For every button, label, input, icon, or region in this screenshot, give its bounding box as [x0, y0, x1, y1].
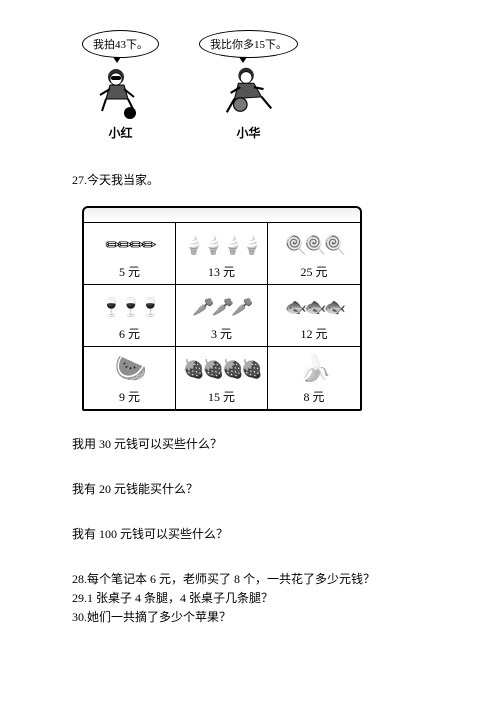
shop-cell: 🍉 9 元 [84, 347, 176, 409]
item-icon: 🍷🍷🍷 [100, 288, 158, 325]
shop-cell: 🐟🐟🐟 12 元 [268, 285, 360, 347]
shop-cell: 🍦🍦🍦🍦 13 元 [176, 223, 268, 285]
person-right: 我比你多15下。 小华 [199, 30, 298, 141]
person-left: 我拍43下。 小红 [82, 30, 159, 141]
item-icon: 🍉 [115, 350, 144, 388]
item-price: 25 元 [300, 263, 327, 280]
child-figure-left [91, 62, 151, 122]
item-price: 15 元 [208, 388, 235, 405]
item-price: 13 元 [208, 263, 235, 280]
question-30: 30.她们一共摘了多少个苹果？ [72, 608, 428, 627]
child-figure-right [219, 62, 279, 122]
item-price: 3 元 [211, 325, 232, 342]
item-price: 5 元 [119, 263, 140, 280]
shop-cell: 🍭🍭🍭 25 元 [268, 223, 360, 285]
shop-cell: 🍌 8 元 [268, 347, 360, 409]
item-icon: 🍭🍭🍭 [285, 226, 343, 263]
sub-question-3: 我有 100 元钱可以买些什么？ [72, 525, 428, 542]
question-list: 28.每个笔记本 6 元，老师买了 8 个，一共花了多少元钱？ 29.1 张桌子… [72, 570, 428, 628]
name-right: 小华 [236, 124, 260, 141]
item-price: 9 元 [119, 388, 140, 405]
shop-cell: 🍷🍷🍷 6 元 [84, 285, 176, 347]
speech-bubble-right: 我比你多15下。 [199, 30, 298, 58]
item-price: 12 元 [300, 325, 327, 342]
sub-question-2: 我有 20 元钱能买什么？ [72, 480, 428, 497]
speech-bubble-left: 我拍43下。 [82, 30, 159, 58]
item-icon: ✏✏✏✏ [105, 226, 153, 263]
question-29: 29.1 张桌子 4 条腿，4 张桌子几条腿？ [72, 589, 428, 608]
shop-cell: 🥕🥕🥕 3 元 [176, 285, 268, 347]
item-price: 6 元 [119, 325, 140, 342]
shop-cell: 🍓🍓🍓🍓 15 元 [176, 347, 268, 409]
shop-top-shelf [84, 208, 360, 223]
item-icon: 🐟🐟🐟 [285, 288, 343, 325]
question-28: 28.每个笔记本 6 元，老师买了 8 个，一共花了多少元钱？ [72, 570, 428, 589]
shop-cell: ✏✏✏✏ 5 元 [84, 223, 176, 285]
item-icon: 🍌 [299, 350, 328, 388]
sub-question-1: 我用 30 元钱可以买些什么？ [72, 435, 428, 452]
dialogue-scene: 我拍43下。 小红 我比你多15下。 [72, 30, 428, 141]
question-27: 27.今天我当家。 [72, 171, 428, 188]
shop-grid: ✏✏✏✏ 5 元 🍦🍦🍦🍦 13 元 🍭🍭🍭 25 元 🍷🍷🍷 6 元 🥕 [84, 223, 360, 409]
name-left: 小红 [108, 124, 132, 141]
item-icon: 🍓🍓🍓🍓 [183, 350, 261, 388]
item-icon: 🥕🥕🥕 [192, 288, 250, 325]
shop-figure: ✏✏✏✏ 5 元 🍦🍦🍦🍦 13 元 🍭🍭🍭 25 元 🍷🍷🍷 6 元 🥕 [82, 206, 362, 411]
item-icon: 🍦🍦🍦🍦 [183, 226, 261, 263]
item-price: 8 元 [303, 388, 324, 405]
